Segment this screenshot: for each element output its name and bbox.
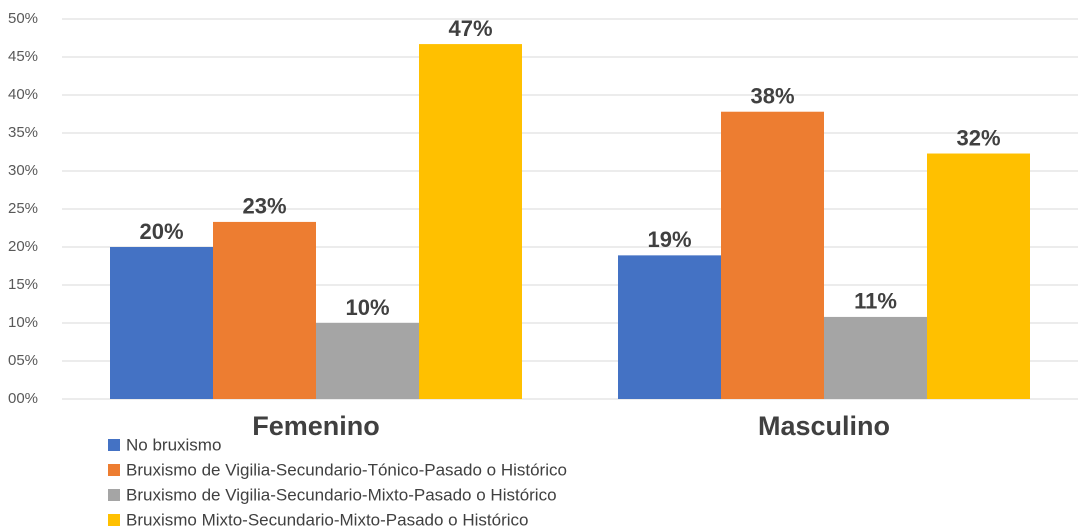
bar bbox=[824, 316, 927, 399]
y-tick-label: 05% bbox=[8, 352, 38, 369]
data-label: 11% bbox=[854, 289, 897, 314]
y-tick-label: 20% bbox=[8, 238, 38, 255]
y-tick-label: 15% bbox=[8, 276, 38, 293]
y-tick-label: 00% bbox=[8, 390, 38, 407]
bar bbox=[316, 323, 419, 399]
bar bbox=[618, 255, 721, 399]
bar bbox=[721, 111, 824, 399]
data-label: 38% bbox=[750, 84, 794, 109]
y-tick-label: 50% bbox=[8, 10, 38, 27]
data-label: 20% bbox=[139, 219, 183, 244]
x-tick-label: Masculino bbox=[758, 411, 890, 441]
y-tick-label: 10% bbox=[8, 314, 38, 331]
legend-swatch bbox=[108, 439, 120, 451]
legend-swatch bbox=[108, 464, 120, 476]
legend-label: No bruxismo bbox=[126, 435, 221, 454]
data-label: 10% bbox=[345, 295, 389, 320]
legend-swatch bbox=[108, 489, 120, 501]
bar bbox=[110, 247, 213, 399]
x-tick-label: Femenino bbox=[252, 411, 380, 441]
y-tick-label: 25% bbox=[8, 200, 38, 217]
legend-label: Bruxismo de Vigilia-Secundario-Mixto-Pas… bbox=[126, 485, 557, 504]
data-label: 32% bbox=[956, 125, 1000, 150]
legend-label: Bruxismo Mixto-Secundario-Mixto-Pasado o… bbox=[126, 510, 528, 529]
legend-swatch bbox=[108, 514, 120, 526]
y-tick-label: 30% bbox=[8, 162, 38, 179]
data-label: 23% bbox=[242, 194, 286, 219]
bar bbox=[419, 44, 522, 400]
y-tick-label: 40% bbox=[8, 86, 38, 103]
y-tick-label: 45% bbox=[8, 48, 38, 65]
bar bbox=[213, 221, 316, 399]
legend-label: Bruxismo de Vigilia-Secundario-Tónico-Pa… bbox=[126, 460, 567, 479]
bar bbox=[927, 153, 1030, 399]
y-tick-label: 35% bbox=[8, 124, 38, 141]
data-label: 19% bbox=[647, 227, 691, 252]
data-label: 47% bbox=[448, 16, 492, 41]
